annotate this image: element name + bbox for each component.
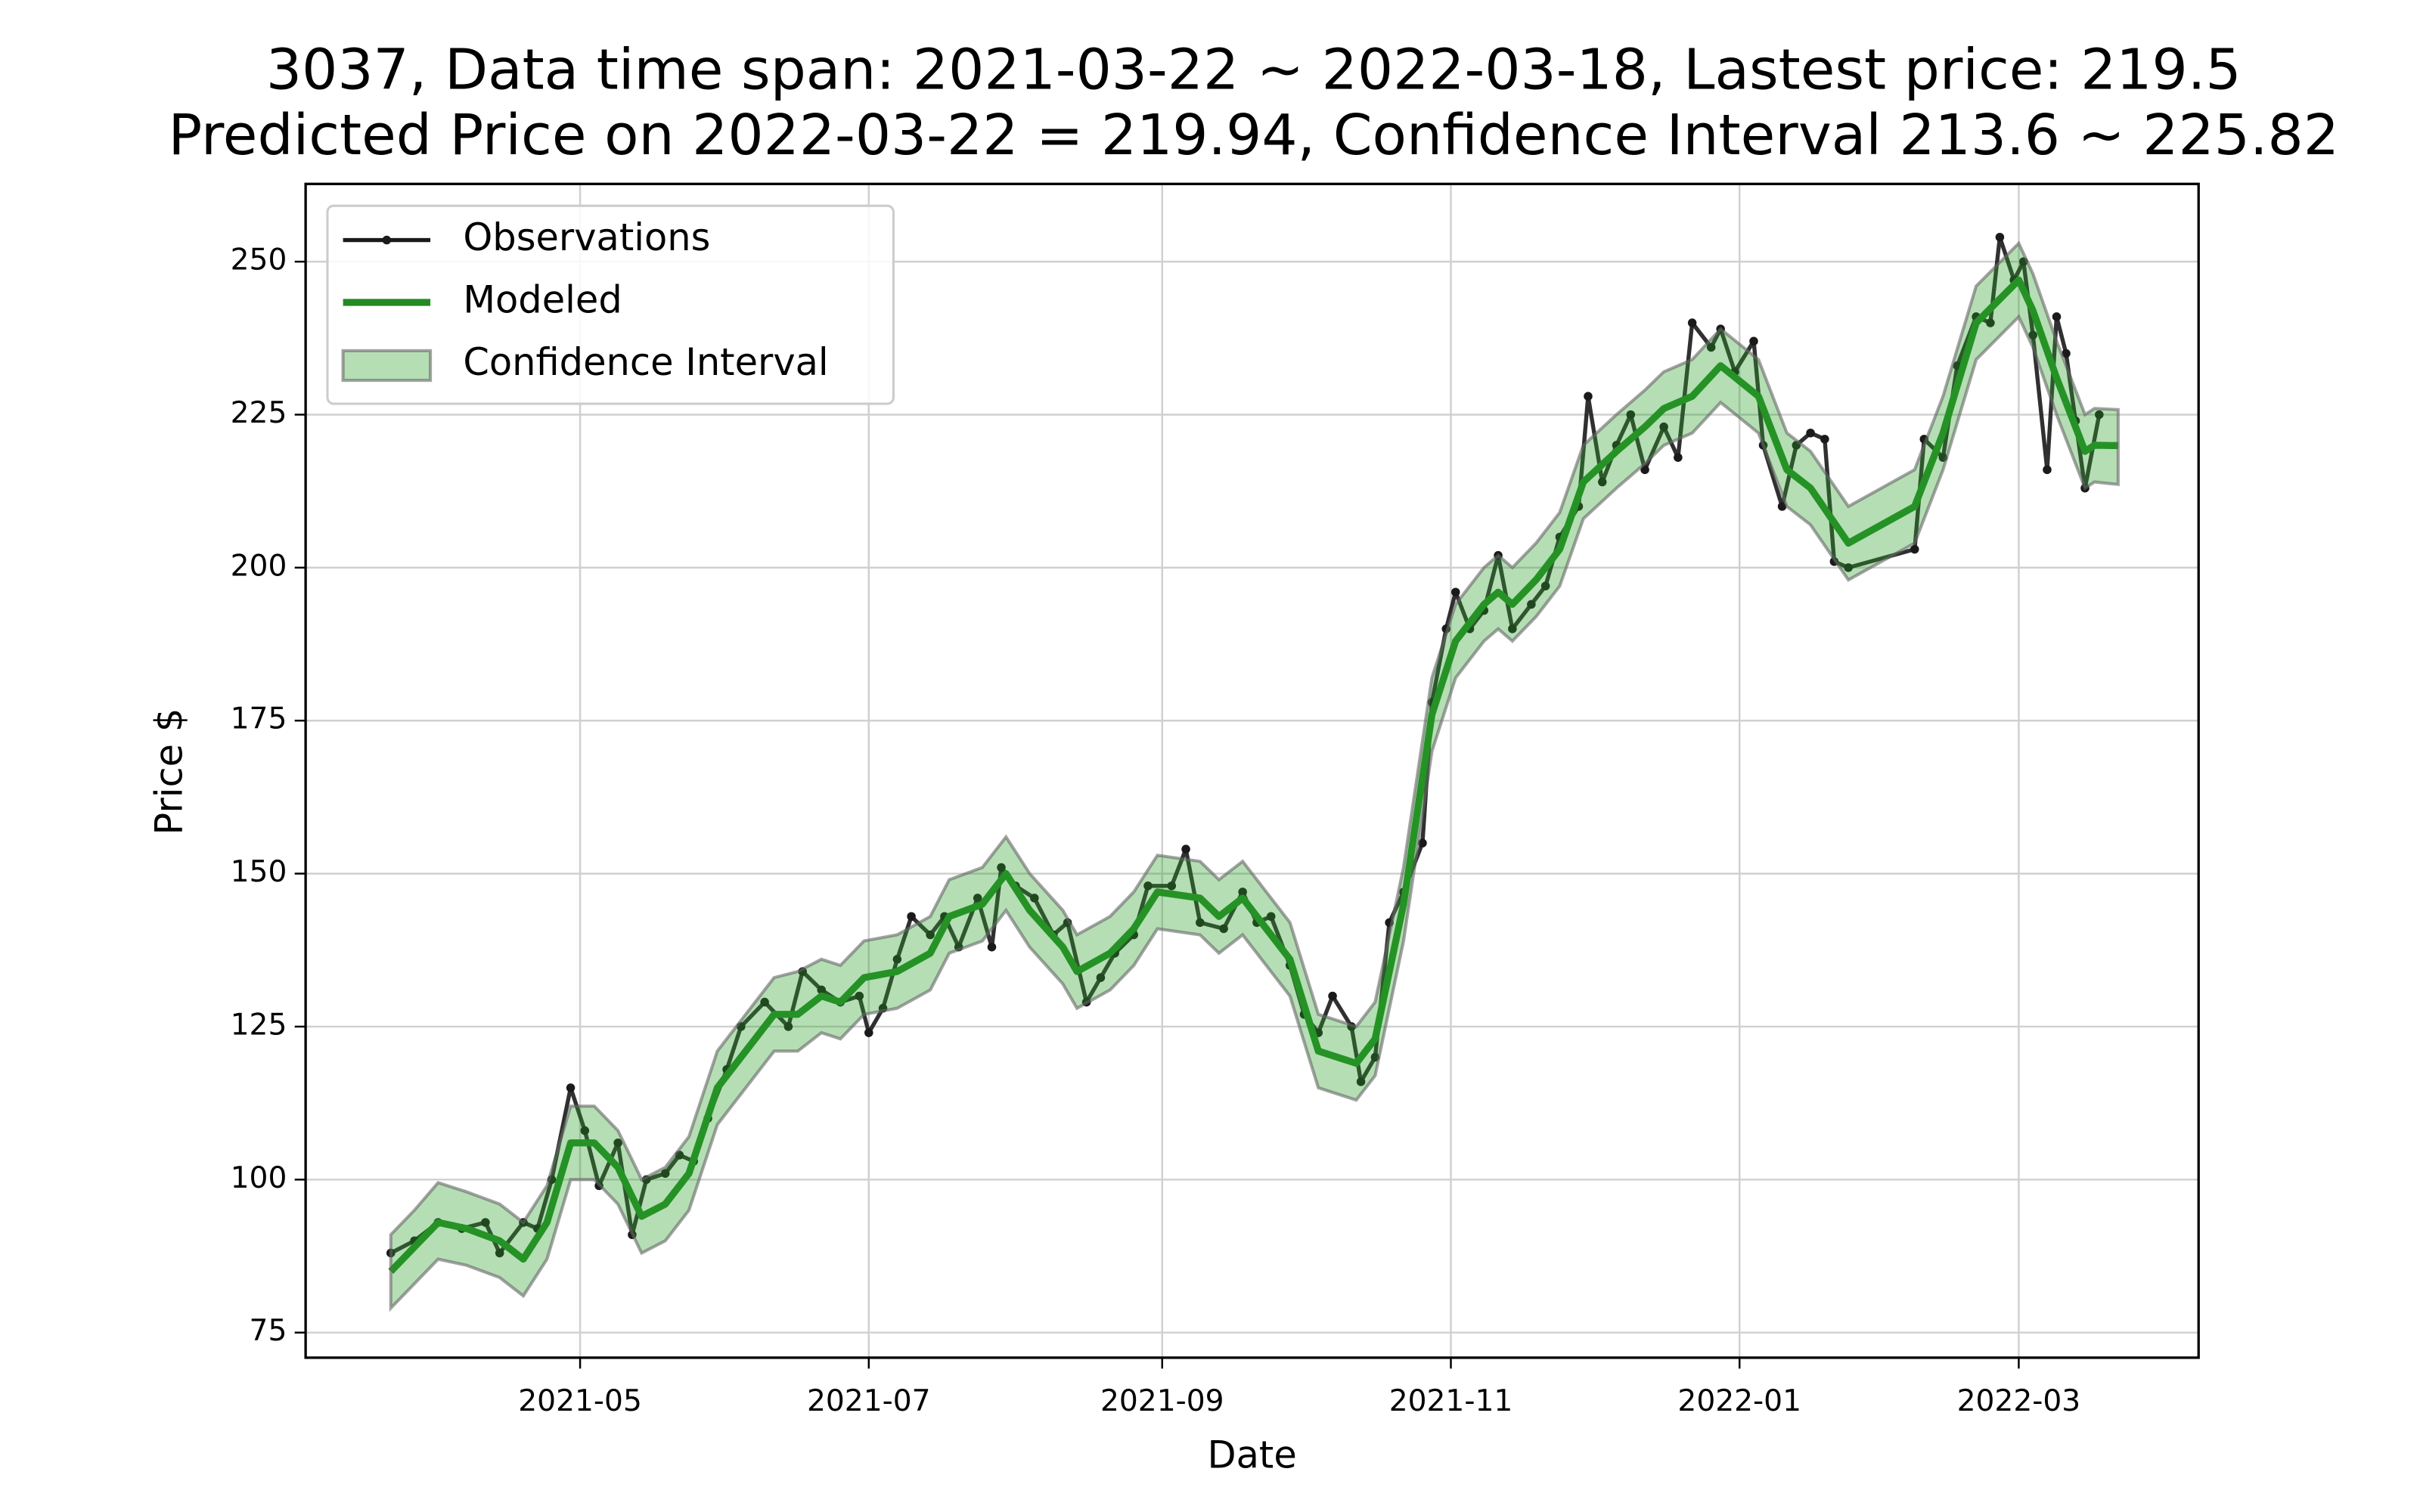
observation-point [1508, 624, 1517, 634]
y-tick-label: 75 [250, 1314, 287, 1348]
x-tick-label: 2021-05 [518, 1384, 642, 1418]
observation-point [1167, 881, 1177, 891]
y-tick-label: 150 [231, 855, 287, 889]
chart-title: Predicted Price on 2022-03-22 = 219.94, … [168, 102, 2339, 168]
observation-point [1540, 581, 1550, 590]
observation-point [1806, 428, 1815, 438]
observation-point [1777, 502, 1787, 511]
observation-point [1196, 918, 1205, 928]
plot-frame [304, 182, 2200, 1359]
observation-point [2043, 465, 2052, 475]
observation-point [1820, 435, 1829, 444]
observation-point [2028, 330, 2037, 340]
observation-point [1687, 318, 1697, 327]
plot [386, 232, 2120, 1312]
legend-box [326, 204, 895, 405]
y-tick-label: 200 [231, 549, 287, 583]
observation-point [660, 1169, 670, 1178]
observation-point [1659, 422, 1668, 432]
y-tick-label: 175 [231, 702, 287, 736]
observation-point [973, 894, 982, 903]
x-tick-label: 2021-11 [1389, 1384, 1513, 1418]
observation-point [1986, 318, 1995, 327]
observation-point [892, 955, 902, 964]
observation-point [1910, 544, 1919, 554]
x-tick-label: 2021-07 [807, 1384, 931, 1418]
observation-point [495, 1248, 504, 1258]
observation-point [864, 1028, 873, 1037]
y-tick-label: 250 [231, 243, 287, 277]
grid [306, 184, 2199, 1358]
observation-point [1995, 232, 2005, 242]
observation-point [1181, 844, 1190, 854]
confidence-band [389, 240, 2120, 1312]
axes: 75 100 125 150 175 200 225 250 2021-05 2021-07 202… [231, 182, 2200, 1418]
observation-point [2095, 410, 2104, 420]
y-tick-label: 225 [231, 396, 287, 430]
observation-point [1450, 587, 1460, 596]
observation-point [1527, 600, 1536, 609]
observation-point [2062, 349, 2071, 358]
observation-point [817, 985, 826, 995]
observation-point [1238, 888, 1247, 897]
legend: Observations Modeled Confidence Interval [326, 204, 895, 405]
x-tick-label: 2021-09 [1100, 1384, 1224, 1418]
legend-label: Confidence Interval [463, 340, 828, 384]
observation-point [613, 1138, 622, 1148]
legend-marker [382, 235, 392, 245]
observation-point [566, 1083, 576, 1092]
legend-swatch [341, 349, 433, 383]
observation-point [926, 930, 935, 940]
observation-point [1844, 563, 1853, 572]
x-tick-label: 2022-01 [1677, 1384, 1801, 1418]
model-line [388, 276, 2118, 1274]
y-tick-label: 125 [231, 1008, 287, 1042]
observation-point [1597, 477, 1607, 487]
observation-point [783, 1022, 793, 1031]
observation-point [855, 991, 864, 1001]
observation-point [1626, 410, 1636, 420]
observation-point [1674, 453, 1683, 462]
observation-point [1749, 336, 1758, 346]
observation-point [580, 1126, 590, 1136]
chart-title: 3037, Data time span: 2021-03-22 ~ 2022-… [266, 36, 2242, 102]
observation-point [1266, 912, 1276, 922]
observation-point [1143, 881, 1153, 891]
observation-point [1418, 838, 1427, 847]
observation-point [1096, 973, 1106, 982]
y-axis-label: Price $ [147, 708, 191, 835]
observation-point [1030, 894, 1039, 903]
observation-point [1356, 1077, 1366, 1086]
observation-point [481, 1218, 490, 1227]
x-tick-label: 2022-03 [1957, 1384, 2081, 1418]
observation-point [1328, 991, 1337, 1001]
observation-point [1706, 342, 1716, 352]
observation-point [2052, 312, 2062, 321]
observation-point [760, 997, 769, 1007]
legend-label: Observations [463, 215, 710, 259]
legend-label: Modeled [463, 277, 622, 321]
observation-point [907, 912, 916, 922]
x-axis-label: Date [1208, 1433, 1297, 1476]
observation-point [1219, 924, 1228, 934]
observation-point [1584, 392, 1593, 401]
y-tick-label: 100 [231, 1161, 287, 1195]
observation-point [987, 942, 997, 952]
observation-point [997, 863, 1006, 872]
